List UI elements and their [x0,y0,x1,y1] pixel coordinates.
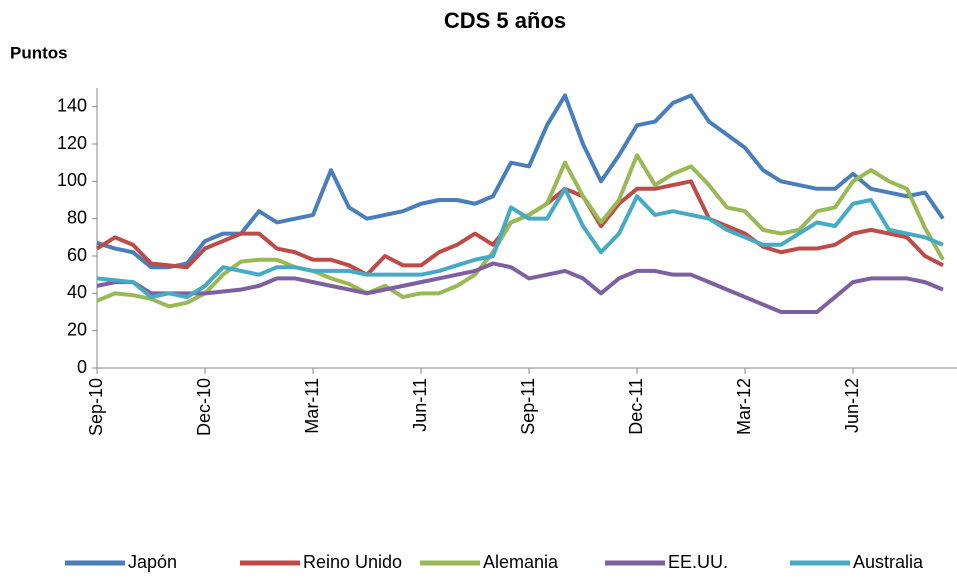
y-tick-label: 60 [67,245,87,265]
x-tick-label: Dec-11 [626,378,646,435]
y-tick-label: 20 [67,319,87,339]
x-tick-label: Mar-11 [302,378,322,434]
legend-label: Reino Unido [303,552,402,572]
x-tick-label: Jun-12 [842,378,862,433]
series-line [95,179,944,277]
series-line [96,186,944,300]
series-line [96,261,944,314]
y-tick-label: 80 [67,207,87,227]
y-tick-label: 40 [67,282,87,302]
x-tick-label: Mar-12 [734,378,754,435]
legend-label: Japón [128,552,177,572]
y-axis-label: Puntos [10,43,68,62]
y-tick-label: 0 [77,357,87,377]
y-tick-label: 100 [57,170,87,190]
legend-label: Australia [853,552,924,572]
chart-title: CDS 5 años [444,8,566,33]
y-tick-label: 140 [57,95,87,115]
x-tick-label: Jun-11 [410,378,430,432]
legend-label: EE.UU. [668,552,728,572]
x-tick-label: Dec-10 [194,378,214,436]
series-line [96,153,945,309]
x-tick-label: Sep-10 [86,378,106,436]
y-tick-label: 120 [57,133,87,153]
legend-label: Alemania [483,552,559,572]
x-tick-label: Sep-11 [518,378,538,435]
